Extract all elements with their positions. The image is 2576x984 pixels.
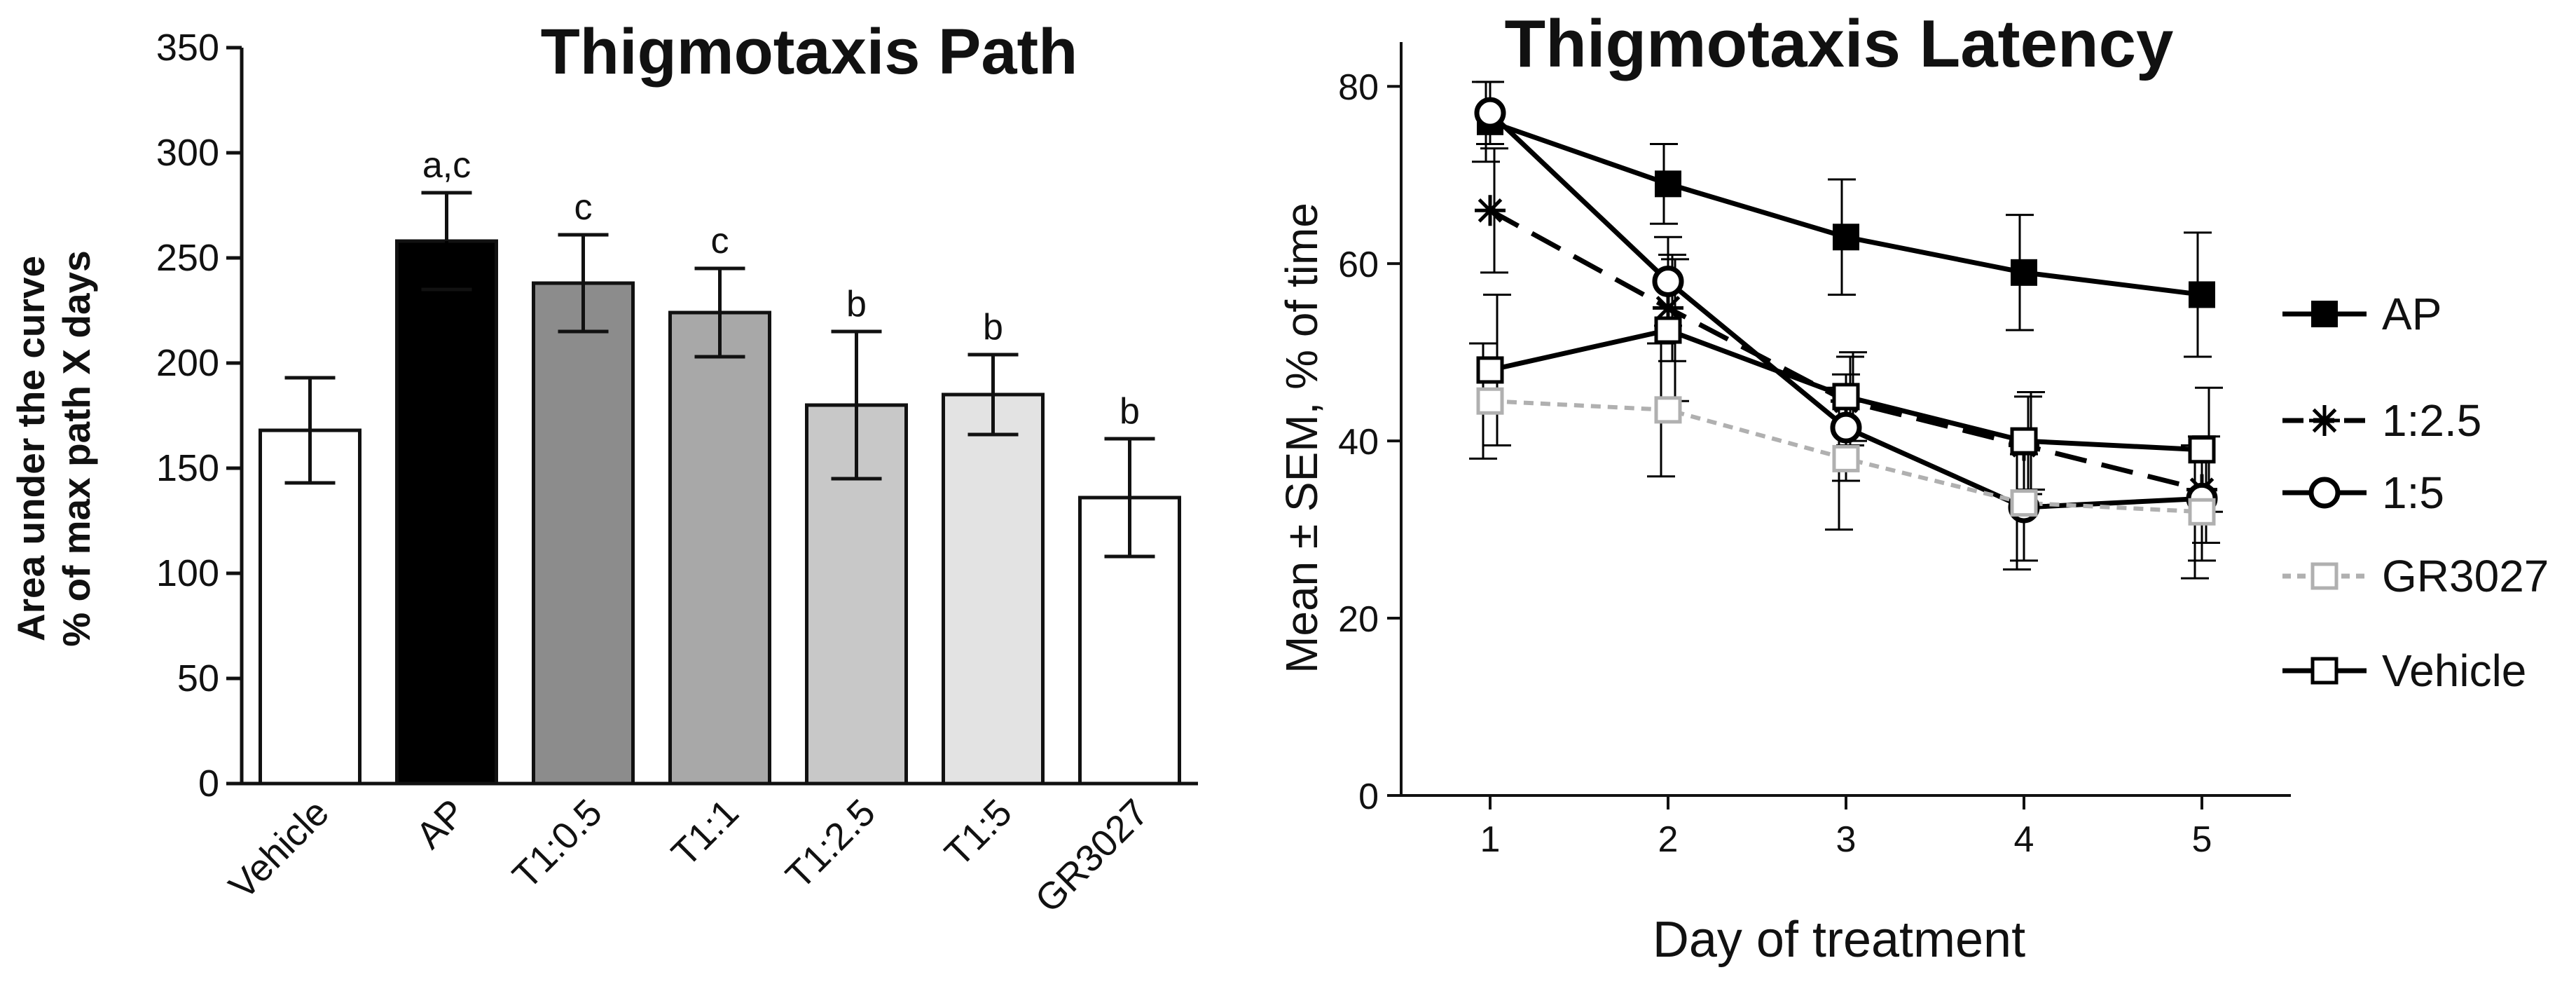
- series-point-GR3027: [2010, 489, 2038, 517]
- series-point-AP: [1655, 170, 1681, 198]
- series-point-GR3027: [1654, 396, 1682, 424]
- bar-category-label: T1:5: [937, 791, 1020, 875]
- line-chart-title: Thigmotaxis Latency: [1505, 6, 2174, 81]
- line-y-tick-label: 80: [1338, 67, 1379, 108]
- line-chart-xlabel: Day of treatment: [1653, 912, 2025, 968]
- series-point-GR3027: [2188, 498, 2216, 526]
- series-point-1:5: [1652, 265, 1684, 297]
- line-x-tick-label: 4: [2014, 819, 2034, 860]
- bar-significance-label: b: [1120, 391, 1140, 432]
- legend-label-Vehicle: Vehicle: [2382, 645, 2526, 696]
- bar-chart-ylabel-line2: % of max path X days: [55, 250, 98, 646]
- series-point-1:2.5: [1475, 195, 1506, 226]
- bar-category-label: T1:1: [663, 791, 747, 875]
- bar-significance-label: c: [574, 187, 593, 228]
- bar-chart-axes: 0 50 100 150 200 250 300 350: [156, 27, 1198, 805]
- legend-marker-1:5: [2308, 477, 2341, 509]
- bar-significance-label: a,c: [422, 145, 471, 186]
- bar-y-tick-label: 150: [156, 447, 219, 489]
- line-chart-legend: AP 1:2.5 1:5 GR3027 Vehicle: [2282, 289, 2549, 696]
- series-point-1:2.5: [1653, 292, 1683, 324]
- bar-chart: Thigmotaxis Path Area under the curve % …: [9, 16, 1198, 921]
- bar-y-tick-label: 0: [198, 763, 219, 805]
- line-x-tick-label: 3: [1836, 819, 1857, 860]
- line-x-tick-label: 5: [2192, 819, 2212, 860]
- line-chart-ylabel: Mean ± SEM, % of time: [1276, 203, 1327, 674]
- series-point-AP: [2189, 281, 2215, 308]
- bar-y-tick-label: 250: [156, 237, 219, 279]
- bar-significance-label: b: [846, 284, 867, 324]
- series-point-AP: [2011, 259, 2037, 286]
- series-point-GR3027: [1832, 444, 1860, 472]
- legend-marker-AP: [2311, 301, 2338, 327]
- series-point-Vehicle: [1654, 316, 1682, 344]
- line-chart: Thigmotaxis Latency Day of treatment Mea…: [1276, 6, 2549, 968]
- bar-significance-label: c: [711, 221, 729, 261]
- legend-marker-GR3027: [2310, 562, 2339, 590]
- legend-label-1:2.5: 1:2.5: [2382, 395, 2481, 446]
- bar-y-tick-label: 300: [156, 132, 219, 174]
- bar-category-label: AP: [408, 791, 474, 856]
- series-point-Vehicle: [1476, 356, 1504, 384]
- series-point-AP: [1833, 224, 1859, 251]
- series-point-1:5: [1830, 411, 1862, 444]
- bar: [532, 281, 635, 786]
- line-x-tick-label: 2: [1658, 819, 1679, 860]
- bar-y-tick-label: 200: [156, 342, 219, 384]
- bar-category-label: T1:0.5: [504, 791, 610, 897]
- legend-label-GR3027: GR3027: [2382, 551, 2549, 601]
- line-x-tick-label: 1: [1480, 819, 1501, 860]
- legend-marker-1:2.5: [2309, 405, 2340, 436]
- bar: [942, 392, 1045, 786]
- line-y-tick-label: 60: [1338, 245, 1379, 285]
- bar-y-tick-label: 50: [177, 657, 219, 699]
- series-point-Vehicle: [2010, 427, 2038, 455]
- bar-significance-label: b: [983, 307, 1003, 348]
- series-point-1:5: [1474, 97, 1506, 129]
- bar-category-label: Vehicle: [221, 791, 337, 908]
- line-y-tick-label: 20: [1338, 599, 1379, 640]
- line-y-tick-label: 0: [1358, 777, 1379, 817]
- bar-chart-ylabel-line1: Area under the curve: [9, 256, 53, 641]
- line-chart-marks: [1469, 81, 2223, 580]
- bar-y-tick-label: 350: [156, 27, 219, 69]
- bar: [668, 310, 771, 786]
- legend-marker-Vehicle: [2310, 657, 2339, 685]
- bar-chart-title: Thigmotaxis Path: [541, 16, 1078, 88]
- legend-label-1:5: 1:5: [2382, 467, 2444, 518]
- line-chart-axes: 0 20 40 60 80 1 2 3 4 5: [1338, 42, 2291, 860]
- bar-category-label: GR3027: [1027, 791, 1157, 921]
- bar-chart-marks: Vehicle a,c AP c T1:0.5 c T1:1 b T1:2.5 b T1:5 b GR3…: [221, 145, 1181, 921]
- bar: [395, 239, 498, 786]
- series-point-Vehicle: [1832, 383, 1860, 411]
- bar-y-tick-label: 100: [156, 552, 219, 594]
- series-point-Vehicle: [2188, 436, 2216, 464]
- legend-label-AP: AP: [2382, 289, 2441, 339]
- line-y-tick-label: 40: [1338, 422, 1379, 463]
- series-point-GR3027: [1476, 387, 1504, 415]
- bar-category-label: T1:2.5: [778, 791, 883, 897]
